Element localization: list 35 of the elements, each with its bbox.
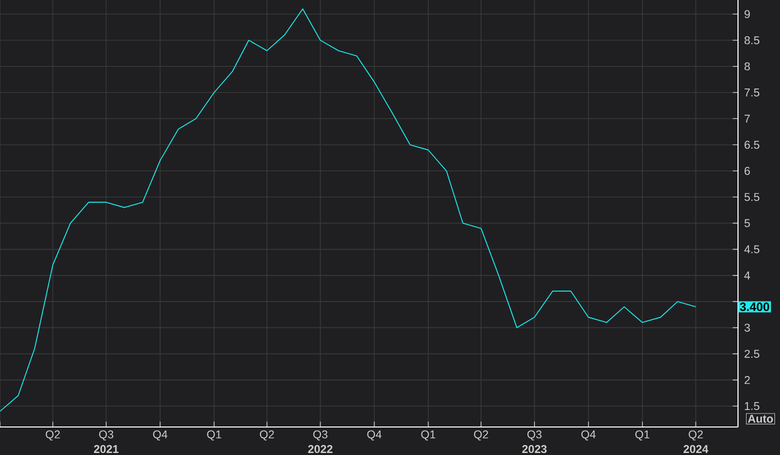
y-tick-label: 7: [744, 114, 750, 123]
x2-tick-label: 2022: [308, 445, 332, 454]
y-tick-label: 7.5: [744, 88, 760, 96]
x2-tick-label: 2024: [684, 445, 708, 454]
x2-tick-label: 2023: [522, 445, 547, 454]
x-tick-label: Q1: [635, 430, 650, 440]
x2-tick-label: 2021: [94, 445, 118, 454]
text: Auto: [748, 414, 773, 423]
x-tick-label: Q2: [688, 430, 703, 440]
x-tick-label: Q4: [367, 430, 382, 440]
y-tick-label: 4: [744, 272, 750, 280]
x-tick-label: Q3: [313, 430, 328, 440]
x-tick-label: Q3: [527, 430, 542, 440]
x-tick-label: Q2: [260, 430, 274, 440]
y-tick-label: 4.5: [744, 245, 760, 254]
x-tick-label: Q2: [46, 430, 60, 440]
y-tick-label: 8: [744, 62, 750, 70]
y-tick-label: 3: [744, 324, 750, 332]
y-tick-label: 6: [744, 166, 750, 175]
y-tick-label: 2.5: [744, 350, 760, 358]
x-tick-label: Q2: [474, 430, 488, 440]
y-tick-label: 5.5: [744, 193, 760, 201]
x-tick-label: Q4: [581, 430, 596, 440]
y-tick-label: 5: [744, 219, 750, 228]
y-tick-label: 9: [744, 10, 750, 18]
x-tick-label: Q1: [421, 430, 436, 440]
x-tick-label: Q4: [153, 430, 168, 440]
y-tick-label: 1.5: [744, 402, 760, 410]
y-tick-label: 8.5: [744, 36, 760, 44]
y-tick-label: 2: [744, 376, 750, 384]
text: 3.400: [740, 302, 770, 312]
x-tick-label: Q3: [99, 430, 114, 440]
x-tick-label: Q1: [207, 430, 222, 440]
line-series: [0, 8, 696, 412]
y-tick-label: 6.5: [744, 140, 760, 149]
